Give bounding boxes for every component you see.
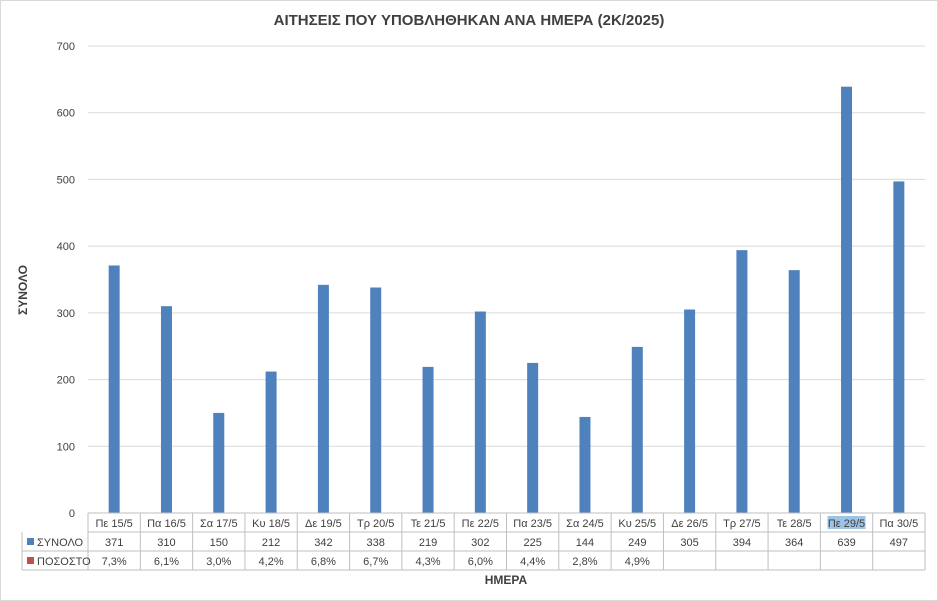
data-label: 338 [367,537,385,549]
y-tick-label: 400 [57,241,75,253]
bar [788,270,800,513]
bar [736,250,748,513]
data-label: 4,3% [415,556,440,568]
bar [631,346,643,513]
bar [893,181,905,513]
category-highlight [827,516,866,529]
bar [265,371,277,513]
bar [422,366,434,513]
data-label: 7,3% [102,556,127,568]
x-tick-label: Πα 16/5 [147,518,186,530]
data-label: 497 [890,537,908,549]
y-tick-label: 200 [57,375,75,387]
x-tick-label: Πα 30/5 [879,518,918,530]
data-label: 342 [314,537,332,549]
data-label: 212 [262,537,280,549]
x-tick-label: Πε 22/5 [462,518,499,530]
x-tick-label: Τρ 20/5 [357,518,394,530]
data-label: 371 [105,537,123,549]
legend-label: ΣΥΝΟΛΟ [37,537,84,549]
data-label: 3,0% [206,556,231,568]
x-tick-label: Δε 26/5 [671,518,708,530]
data-label: 6,7% [363,556,388,568]
x-tick-label: Τε 21/5 [411,518,446,530]
x-tick-label: Πε 29/5 [828,518,865,530]
data-label: 144 [576,537,594,549]
data-label: 150 [210,537,228,549]
x-tick-label: Δε 19/5 [305,518,342,530]
bar [317,284,329,513]
y-tick-label: 500 [57,174,75,186]
x-axis-title: ΗΜΕΡΑ [485,573,528,587]
x-tick-label: Πα 23/5 [513,518,552,530]
bar [160,306,172,513]
data-label: 225 [523,537,541,549]
y-tick-label: 600 [57,108,75,120]
bars [108,86,905,514]
bar [370,287,382,513]
data-label: 302 [471,537,489,549]
x-tick-label: Τρ 27/5 [723,518,760,530]
bar [841,86,853,514]
legend-key [27,538,34,545]
data-table: Πε 15/5 Πα 16/5 Σα 17/5 Κυ 18/5 Δε 19/5 Τρ 20… [21,512,926,571]
y-tick-label: 0 [69,508,75,520]
data-label: 4,2% [259,556,284,568]
y-tick-label: 100 [57,441,75,453]
y-tick-label: 300 [57,308,75,320]
x-tick-label: Κυ 25/5 [618,518,656,530]
data-label: 394 [733,537,751,549]
bar [213,412,225,513]
data-label: 305 [680,537,698,549]
data-label: 4,9% [625,556,650,568]
data-label: 6,0% [468,556,493,568]
legend-label: ΠΟΣΟΣΤΟ [37,556,91,568]
x-tick-label: Κυ 18/5 [252,518,290,530]
data-label: 364 [785,537,803,549]
x-tick-label: Σα 24/5 [566,518,604,530]
bar [474,311,486,513]
data-label: 310 [157,537,175,549]
data-label: 249 [628,537,646,549]
data-label: 6,8% [311,556,336,568]
chart-title: ΑΙΤΗΣΕΙΣ ΠΟΥ ΥΠΟΒΛΗΘΗΚΑΝ ΑΝΑ ΗΜΕΡΑ (2Κ/2… [274,12,665,29]
data-label: 6,1% [154,556,179,568]
data-label: 2,8% [572,556,597,568]
x-tick-label: Τε 28/5 [777,518,812,530]
x-tick-label: Πε 15/5 [95,518,132,530]
bar [684,309,696,513]
y-tick-label: 700 [57,41,75,53]
y-axis-ticks: 0 100 200 300 400 500 600 700 [57,41,75,520]
bar [579,416,591,513]
data-label: 639 [837,537,855,549]
x-tick-label: Σα 17/5 [200,518,238,530]
legend-key [27,557,34,564]
data-label: 219 [419,537,437,549]
bar [527,362,539,513]
y-axis-title: ΣΥΝΟΛΟ [16,265,30,315]
bar [108,265,120,513]
gridlines [88,45,925,447]
data-label: 4,4% [520,556,545,568]
